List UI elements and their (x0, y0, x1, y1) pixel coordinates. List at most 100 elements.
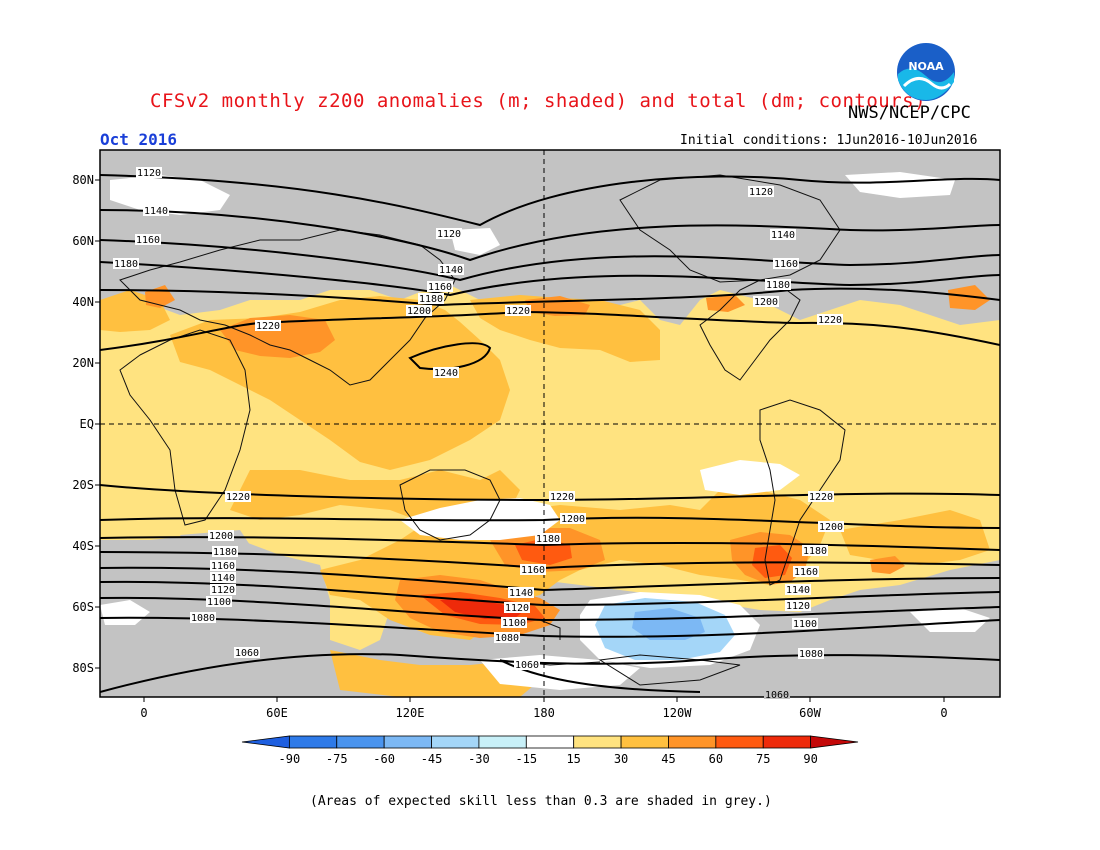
red-region-southpacific (440, 598, 525, 619)
colorbar-cell (715, 735, 764, 749)
dark-orange-region-northamerica (706, 295, 745, 312)
lat-label-20n: 20N (72, 356, 94, 370)
contour-label-1160d: 1160 (210, 560, 236, 572)
colorbar-cell (525, 735, 575, 749)
white-region-arctic-c (450, 228, 500, 255)
contour-label-1140f: 1140 (785, 584, 811, 596)
colorbar-tick-label: 45 (661, 752, 676, 766)
contour-label-1140d: 1140 (210, 572, 236, 584)
svg-text:1140: 1140 (771, 230, 795, 241)
dark-orange-region-atlantic (870, 556, 905, 574)
contour-label-1100a: 1100 (206, 596, 232, 608)
colorbar-cell (383, 735, 432, 749)
lat-label-eq: EQ (79, 417, 94, 431)
lon-label-0-west: 0 (140, 706, 148, 720)
lat-label-40n: 40N (72, 295, 94, 309)
svg-text:1140: 1140 (144, 206, 168, 217)
svg-text:1060: 1060 (765, 690, 789, 701)
svg-text:1180: 1180 (114, 259, 138, 270)
svg-text:1200: 1200 (561, 514, 585, 525)
colorbar-cell (478, 735, 527, 749)
contour-label-1140e: 1140 (508, 587, 534, 599)
colorbar-tick-label: 75 (755, 752, 771, 766)
svg-text:1200: 1200 (754, 297, 778, 308)
colorbar-cell (620, 735, 669, 749)
svg-text:1220: 1220 (809, 492, 833, 503)
contour-label-1180d: 1180 (212, 546, 238, 558)
lon-label-180: 180 (533, 706, 555, 720)
svg-text:1100: 1100 (502, 618, 526, 629)
skill-footnote: (Areas of expected skill less than 0.3 a… (310, 794, 772, 809)
contour-label-1100c: 1100 (792, 618, 818, 630)
lat-label-40s: 40S (72, 539, 94, 553)
white-region-arctic-b (845, 172, 955, 198)
contour-label-1160f: 1160 (793, 566, 819, 578)
white-region-south-b (910, 608, 990, 632)
contour-label-1100b: 1100 (501, 617, 527, 629)
contour-label-1160c: 1160 (773, 258, 799, 270)
svg-text:1180: 1180 (766, 280, 790, 291)
colorbar-tick-label: 15 (566, 752, 581, 766)
colorbar-tick-label: 30 (613, 752, 629, 766)
svg-text:1080: 1080 (191, 613, 215, 624)
initial-conditions: Initial conditions: 1Jun2016-10Jun2016 (680, 133, 978, 148)
contour-label-1080b: 1080 (494, 632, 520, 644)
svg-text:1080: 1080 (495, 633, 519, 644)
colorbar-cell (668, 735, 717, 749)
contour-label-1240: 1240 (433, 367, 459, 379)
forecast-month: Oct 2016 (100, 130, 178, 149)
colorbar-cell (762, 735, 812, 749)
colorbar-cell (431, 735, 480, 749)
lon-label-0-east: 0 (940, 706, 948, 720)
contour-label-1120b: 1120 (436, 228, 462, 240)
svg-text:1240: 1240 (434, 368, 458, 379)
svg-text:1120: 1120 (505, 603, 529, 614)
svg-text:1160: 1160 (136, 235, 160, 246)
svg-text:1220: 1220 (550, 492, 574, 503)
svg-text:1200: 1200 (819, 522, 843, 533)
svg-text:1120: 1120 (749, 187, 773, 198)
colorbar-cell (288, 735, 338, 749)
contour-label-1220c: 1220 (817, 314, 843, 326)
svg-text:1100: 1100 (207, 597, 231, 608)
agency-label: NWS/NCEP/CPC (848, 103, 971, 123)
svg-text:1200: 1200 (407, 306, 431, 317)
svg-text:1220: 1220 (818, 315, 842, 326)
contour-label-1060b: 1060 (514, 659, 540, 671)
colorbar-tick-label: -30 (468, 752, 490, 766)
svg-text:1200: 1200 (209, 531, 233, 542)
svg-text:1220: 1220 (506, 306, 530, 317)
lon-label-120e: 120E (395, 706, 425, 720)
contour-label-1140a: 1140 (143, 205, 169, 217)
lon-label-60w: 60W (799, 706, 821, 720)
contour-label-1220e: 1220 (549, 491, 575, 503)
contour-label-1200b: 1200 (753, 296, 779, 308)
contour-label-1180e: 1180 (535, 533, 561, 545)
white-region-eastpacific (700, 460, 800, 495)
colorbar-cell (336, 735, 385, 749)
svg-text:1160: 1160 (428, 282, 452, 293)
colorbar-tick-label: 90 (803, 752, 818, 766)
colorbar-tick-label: -45 (420, 752, 443, 766)
contour-label-1060c: 1060 (764, 690, 790, 701)
lat-label-60n: 60N (72, 234, 94, 248)
lon-label-120w: 120W (662, 706, 692, 720)
contour-labels: 1120 1140 1160 1180 1220 1120 1140 1160 … (113, 167, 844, 701)
svg-text:1100: 1100 (793, 619, 817, 630)
colorbar-tick-label: 60 (708, 752, 724, 766)
svg-text:1160: 1160 (774, 259, 798, 270)
contour-label-1120a: 1120 (136, 167, 162, 179)
dark-orange-region-asia (220, 315, 335, 358)
white-region-australia (400, 498, 560, 540)
lat-label-80n: 80N (72, 173, 94, 187)
colorbar-cell (241, 735, 290, 749)
svg-text:1180: 1180 (419, 294, 443, 305)
svg-text:1080: 1080 (799, 649, 823, 660)
noaa-logo: NOAA (897, 43, 955, 101)
orange-region-south-atlantic (840, 510, 990, 565)
svg-text:1220: 1220 (226, 492, 250, 503)
contour-label-1160e: 1160 (520, 564, 546, 576)
contour-label-1120e: 1120 (504, 602, 530, 614)
contour-label-1120d: 1120 (210, 584, 236, 596)
